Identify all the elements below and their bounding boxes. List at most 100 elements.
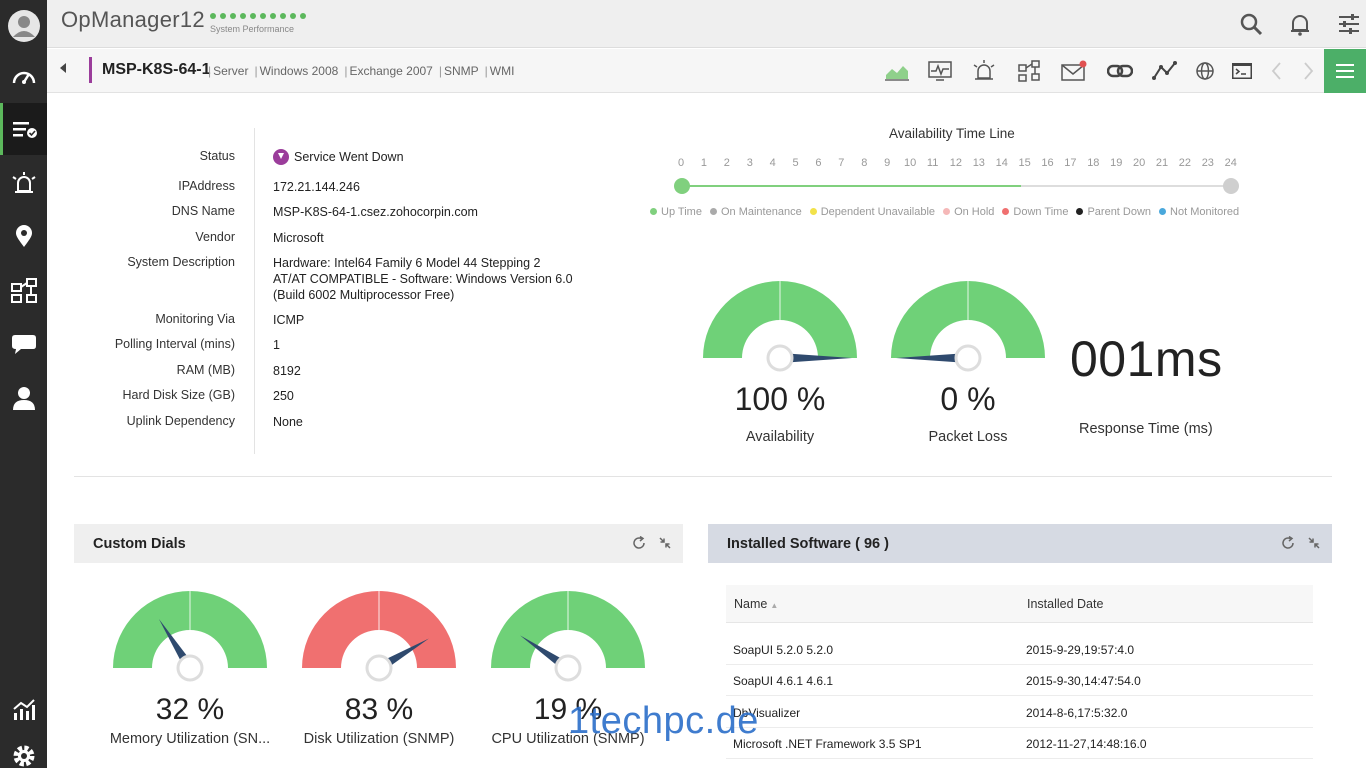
legend-item: Dependent Unavailable — [809, 206, 935, 218]
custom-dials-header: Custom Dials — [74, 524, 683, 563]
minimize-icon[interactable] — [658, 536, 672, 550]
timeline-hour-label: 1 — [700, 157, 708, 169]
hamburger-menu-icon[interactable] — [1324, 49, 1366, 93]
prev-arrow-icon[interactable] — [1269, 59, 1295, 83]
gauge-needle — [896, 353, 968, 363]
column-header-installed-date[interactable]: Installed Date — [1027, 597, 1104, 611]
alarms-icon[interactable] — [0, 157, 47, 209]
detail-label: DNS Name — [171, 204, 235, 218]
refresh-icon[interactable] — [632, 535, 646, 550]
table-row[interactable]: SoapUI 5.2.0 5.2.0 2015-9-29,19:57:4.0 — [726, 634, 1313, 665]
app-subtitle: System Performance — [210, 24, 295, 34]
detail-value: Service Went Down — [273, 148, 593, 166]
memory-value: 32 % — [155, 693, 225, 726]
device-tag: WMI — [485, 64, 515, 78]
timeline-hour-label: 12 — [949, 157, 963, 169]
next-arrow-icon[interactable] — [1300, 59, 1326, 83]
device-tags: Server Windows 2008 Exchange 2007 SNMP W… — [208, 64, 514, 78]
table-row[interactable]: DbVisualizer 2014-8-6,17:5:32.0 — [726, 697, 1313, 728]
gauge-needle — [780, 353, 852, 363]
memory-label: Memory Utilization (SN... — [109, 731, 271, 747]
timeline-hour-label: 22 — [1178, 157, 1192, 169]
link-icon[interactable] — [1106, 59, 1134, 83]
detail-label: Polling Interval (mins) — [114, 337, 235, 351]
monitor-icon[interactable] — [927, 59, 953, 83]
inventory-icon[interactable] — [0, 103, 47, 155]
topology-icon[interactable] — [1017, 59, 1043, 83]
timeline-hour-label: 10 — [904, 157, 917, 169]
cpu-label: CPU Utilization (SNMP) — [491, 731, 645, 747]
timeline-hour-label: 24 — [1224, 157, 1237, 169]
installed-date: 2014-8-6,17:5:32.0 — [1026, 706, 1128, 720]
timeline-hour-label: 11 — [926, 157, 939, 169]
timeline-hour-label: 6 — [815, 157, 822, 169]
table-row[interactable]: Microsoft .NET Framework 3.5 SP1 2012-11… — [726, 728, 1313, 759]
search-icon[interactable] — [1239, 12, 1263, 36]
legend-item: Down Time — [1002, 206, 1068, 218]
legend-item: Up Time — [650, 206, 702, 218]
section-divider — [74, 476, 1332, 477]
custom-dials-title: Custom Dials — [93, 536, 186, 552]
packet-loss-gauge — [891, 281, 1045, 372]
installed-software-header: Installed Software ( 96 ) — [708, 524, 1332, 563]
installed-software-title: Installed Software ( 96 ) — [727, 536, 889, 552]
column-header-name[interactable]: Name ▲ — [734, 597, 779, 611]
availability-value: 100 % — [734, 381, 826, 417]
timeline-start-handle[interactable] — [674, 178, 690, 194]
alarm-icon[interactable] — [971, 59, 997, 83]
collapse-arrow-icon[interactable] — [60, 63, 66, 73]
timeline-hour-label: 20 — [1133, 157, 1146, 169]
availability-gauge — [703, 281, 857, 372]
chart-icon[interactable] — [884, 59, 910, 83]
device-accent-bar — [89, 57, 92, 83]
sort-icon[interactable]: ▲ — [770, 601, 779, 610]
minimize-icon[interactable] — [1307, 536, 1321, 550]
bell-icon[interactable] — [1288, 12, 1312, 36]
disk-label: Disk Utilization (SNMP) — [303, 731, 455, 747]
dashboard-icon[interactable] — [0, 50, 47, 102]
legend-item: On Hold — [943, 206, 994, 218]
timeline-hour-label: 3 — [746, 157, 753, 169]
detail-label: Hard Disk Size (GB) — [122, 388, 235, 402]
availability-timeline-title: Availability Time Line — [889, 126, 1015, 141]
gauge-hub — [554, 654, 582, 682]
device-tag: Windows 2008 — [254, 64, 339, 78]
timeline-hour-label: 15 — [1018, 157, 1031, 169]
chat-icon[interactable] — [0, 318, 47, 370]
disk-dial — [302, 591, 456, 682]
detail-value: ICMP — [273, 313, 305, 327]
timeline-hour-label: 14 — [995, 157, 1008, 169]
cpu-dial — [491, 591, 645, 682]
installed-date: 2012-11-27,14:48:16.0 — [1026, 737, 1147, 751]
software-table-header: Name ▲ Installed Date — [726, 585, 1313, 623]
settings-icon[interactable] — [0, 730, 47, 768]
timeline-hour-label: 0 — [678, 157, 685, 169]
timeline-hour-label: 13 — [972, 157, 985, 169]
refresh-icon[interactable] — [1281, 535, 1295, 550]
workflow-icon[interactable] — [0, 265, 47, 317]
software-name: SoapUI 4.6.1 4.6.1 — [733, 674, 834, 688]
table-row[interactable]: SoapUI 4.6.1 4.6.1 2015-9-30,14:47:54.0 — [726, 665, 1313, 696]
globe-icon[interactable] — [1193, 59, 1219, 83]
timeline-end-handle[interactable] — [1223, 178, 1239, 194]
filter-settings-icon[interactable] — [1337, 12, 1361, 36]
installed-date: 2015-9-29,19:57:4.0 — [1026, 643, 1135, 657]
gauge-hub — [176, 654, 204, 682]
packet-loss-label: Packet Loss — [928, 429, 1008, 445]
terminal-icon[interactable] — [1230, 59, 1256, 83]
memory-dial — [113, 591, 267, 682]
reports-icon[interactable] — [0, 684, 47, 736]
detail-label: Monitoring Via — [155, 312, 235, 326]
software-name: DbVisualizer — [733, 706, 801, 720]
graph-line-icon[interactable] — [1152, 59, 1178, 83]
legend-item: Parent Down — [1076, 206, 1151, 218]
mail-icon[interactable] — [1061, 59, 1087, 83]
timeline-hour-label: 9 — [884, 157, 891, 169]
avatar[interactable] — [0, 0, 47, 52]
detail-label: RAM (MB) — [176, 363, 235, 377]
status-text: Service Went Down — [294, 150, 404, 164]
timeline-hour-label: 18 — [1087, 157, 1100, 169]
response-time-value: 001ms — [1070, 331, 1223, 387]
user-icon[interactable] — [0, 372, 47, 424]
maps-icon[interactable] — [0, 210, 47, 262]
